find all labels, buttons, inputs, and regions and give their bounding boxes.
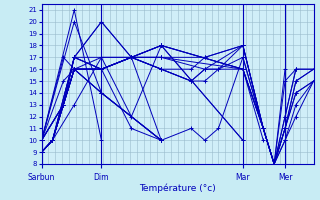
X-axis label: Température (°c): Température (°c) xyxy=(139,183,216,193)
